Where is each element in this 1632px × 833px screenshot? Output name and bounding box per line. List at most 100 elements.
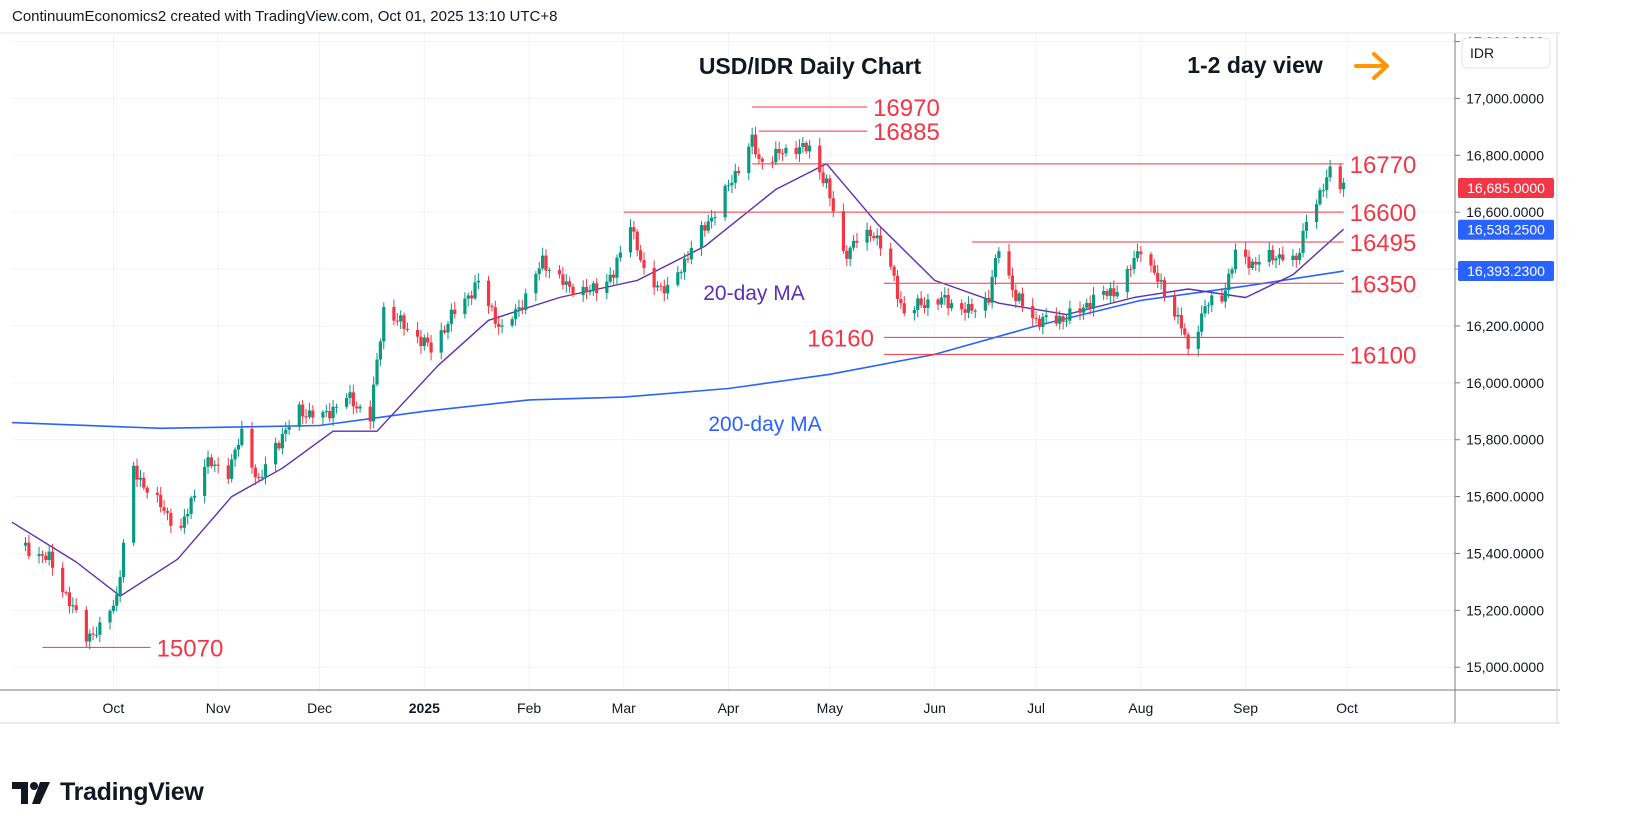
candle	[808, 140, 812, 159]
candle-body	[892, 266, 896, 276]
candle	[608, 267, 612, 284]
candle-body	[588, 291, 592, 293]
candle	[1105, 288, 1109, 300]
candle-body	[274, 442, 278, 465]
candle-body	[37, 554, 41, 557]
candle	[1267, 242, 1271, 267]
candle	[277, 440, 281, 451]
candle-body	[963, 309, 967, 313]
candle	[966, 296, 971, 319]
candle	[713, 211, 717, 226]
candle	[963, 302, 967, 321]
candle	[757, 148, 761, 165]
candle-body	[608, 274, 612, 282]
chart-caption: ContinuumEconomics2 created with Trading…	[12, 8, 558, 25]
candle	[348, 384, 352, 405]
candle	[916, 294, 920, 318]
candle	[1179, 307, 1183, 336]
candle	[260, 469, 264, 482]
candle-body	[666, 284, 670, 294]
tradingview-logo[interactable]: TradingView	[12, 778, 204, 807]
y-tick-label: 16,600.0000	[1466, 204, 1544, 220]
candle-body	[1247, 256, 1251, 269]
candle-body	[730, 182, 734, 186]
candle	[189, 495, 193, 520]
candle-body	[355, 406, 359, 409]
candle	[618, 245, 622, 262]
candle	[703, 221, 707, 237]
candle-body	[568, 281, 572, 287]
level-label-16495: 16495	[1350, 230, 1417, 257]
candle	[111, 599, 115, 614]
tradingview-logo-icon	[12, 781, 50, 804]
candle-body	[213, 464, 217, 467]
candle	[1230, 266, 1234, 279]
candle-body	[723, 185, 727, 218]
candle-body	[710, 217, 714, 222]
candle	[628, 219, 633, 258]
candle-body	[865, 229, 869, 243]
candle-body	[584, 286, 589, 292]
candle	[922, 297, 927, 314]
candle	[699, 220, 704, 256]
candle-body	[1325, 177, 1329, 191]
candle-body	[1203, 306, 1207, 314]
candle	[1031, 298, 1035, 327]
candle	[392, 299, 396, 326]
y-tick-label: 15,400.0000	[1466, 545, 1544, 561]
level-label-16885: 16885	[873, 119, 940, 146]
candle	[848, 245, 852, 267]
candle-body	[375, 359, 379, 385]
candle	[50, 543, 55, 576]
candle	[473, 274, 477, 301]
candle	[1132, 250, 1136, 275]
candle	[284, 421, 288, 442]
candle-body	[1091, 294, 1096, 309]
candle	[737, 166, 741, 176]
candle	[213, 460, 217, 473]
candle-body	[253, 467, 257, 478]
candle	[541, 247, 545, 271]
candle	[828, 174, 832, 207]
price-badge: 16,393.2300	[1458, 260, 1554, 281]
candle	[534, 271, 538, 302]
candle-body	[983, 297, 987, 311]
candle	[145, 485, 149, 499]
candle-body	[358, 406, 362, 409]
candle	[415, 322, 420, 344]
candle	[449, 303, 453, 332]
candle	[770, 156, 775, 169]
candle-body	[121, 542, 126, 578]
candle-body	[821, 172, 825, 184]
candle	[1223, 282, 1227, 308]
candle-body	[1321, 190, 1325, 192]
candle-body	[1037, 318, 1042, 327]
candle	[706, 214, 710, 234]
candle	[689, 240, 693, 265]
candle	[642, 252, 646, 275]
candle-body	[186, 513, 190, 517]
candle	[960, 299, 964, 316]
candle	[236, 438, 241, 457]
candle	[203, 458, 207, 504]
candle	[1314, 199, 1319, 229]
candle	[463, 292, 467, 319]
candle	[1078, 301, 1082, 321]
candle-body	[84, 609, 88, 642]
grid-lines	[12, 33, 1455, 690]
candle-body	[1085, 302, 1089, 308]
candle-body	[841, 211, 846, 251]
candle-body	[804, 143, 808, 152]
candle	[1061, 314, 1065, 330]
candle	[987, 289, 991, 306]
candle-body	[257, 477, 261, 479]
y-tick-label: 16,800.0000	[1466, 147, 1544, 163]
candle	[760, 156, 764, 170]
candle-body	[1233, 249, 1238, 270]
candle	[895, 270, 900, 307]
candle-body	[230, 459, 234, 479]
candle-body	[632, 227, 636, 232]
candle-body	[851, 240, 856, 248]
